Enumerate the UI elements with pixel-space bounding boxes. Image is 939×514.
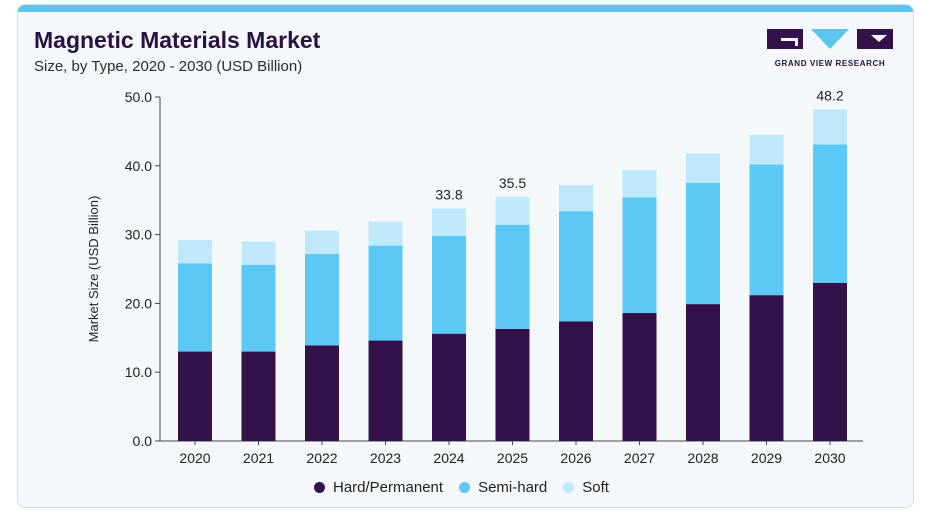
logo-text: GRAND VIEW RESEARCH — [774, 59, 886, 68]
bar-hard-2020 — [178, 351, 212, 441]
bar-hard-2021 — [241, 351, 276, 441]
bar-hard-2028 — [686, 304, 720, 441]
bar-semi-2030 — [813, 144, 847, 283]
legend-item-hard: Hard/Permanent — [314, 479, 443, 496]
x-tick-label: 2026 — [560, 450, 591, 466]
bar-soft-2028 — [686, 153, 720, 183]
total-label-2024: 33.8 — [435, 186, 462, 202]
x-tick-label: 2029 — [751, 450, 782, 466]
x-tick-label: 2025 — [497, 450, 528, 466]
legend-label-hard: Hard/Permanent — [333, 479, 444, 496]
legend-label-semi: Semi-hard — [478, 479, 548, 496]
bar-soft-2025 — [495, 196, 530, 225]
bar-semi-2026 — [559, 211, 593, 322]
legend-swatch-soft — [563, 482, 575, 493]
bar-hard-2027 — [622, 313, 657, 441]
chart-card: Magnetic Materials Market Size, by Type,… — [17, 4, 914, 508]
y-tick-label: 50.0 — [125, 89, 152, 105]
x-tick-label: 2028 — [687, 450, 718, 466]
y-axis-title: Market Size (USD Billion) — [86, 196, 101, 343]
x-tick-label: 2021 — [243, 450, 274, 466]
bar-soft-2026 — [559, 185, 593, 212]
legend: Hard/Permanent Semi-hard Soft — [314, 479, 615, 496]
y-tick-label: 20.0 — [125, 295, 152, 311]
bar-semi-2025 — [495, 224, 530, 329]
x-tick-label: 2023 — [370, 450, 401, 466]
bar-semi-2024 — [432, 235, 466, 334]
y-tick-label: 40.0 — [125, 158, 152, 174]
x-tick-label: 2024 — [433, 450, 464, 466]
legend-label-soft: Soft — [582, 479, 609, 496]
chart-title: Magnetic Materials Market — [34, 27, 321, 53]
bar-soft-2027 — [622, 169, 657, 198]
bar-semi-2029 — [749, 164, 784, 296]
legend-item-semi: Semi-hard — [459, 479, 547, 496]
x-tick-label: 2027 — [624, 450, 655, 466]
accent-bar — [18, 5, 913, 12]
total-label-2030: 48.2 — [816, 87, 843, 103]
total-label-2025: 35.5 — [499, 175, 526, 191]
legend-swatch-hard — [314, 482, 325, 493]
y-tick-label: 10.0 — [125, 364, 152, 380]
bar-hard-2030 — [813, 282, 847, 441]
bar-semi-2022 — [305, 253, 339, 346]
y-tick-label: 0.0 — [133, 433, 153, 449]
x-tick-label: 2030 — [814, 450, 845, 466]
bar-semi-2028 — [686, 183, 720, 305]
bar-soft-2020 — [178, 240, 212, 264]
legend-item-soft: Soft — [563, 479, 609, 496]
stacked-bar-chart: 0.0 10.0 20.0 30.0 40.0 50.0 Market Size (USD … — [86, 87, 863, 466]
bar-hard-2025 — [495, 328, 530, 441]
bar-hard-2029 — [749, 295, 784, 441]
bar-hard-2022 — [305, 345, 339, 441]
bar-hard-2023 — [368, 340, 403, 441]
x-tick-label: 2022 — [306, 450, 337, 466]
bar-soft-2029 — [749, 134, 784, 165]
bar-hard-2024 — [432, 333, 466, 441]
x-tick-label: 2020 — [179, 450, 210, 466]
legend-swatch-semi — [459, 482, 471, 493]
bar-soft-2021 — [241, 241, 276, 265]
bar-semi-2020 — [178, 263, 212, 352]
bar-semi-2023 — [368, 245, 403, 341]
bar-semi-2027 — [622, 197, 657, 314]
y-tick-label: 30.0 — [125, 227, 152, 243]
chart-subtitle: Size, by Type, 2020 - 2030 (USD Billion) — [34, 58, 303, 75]
bar-soft-2024 — [432, 208, 466, 236]
bar-soft-2022 — [305, 230, 339, 254]
grand-view-research-logo — [767, 29, 893, 49]
bar-soft-2023 — [368, 221, 403, 246]
bar-semi-2021 — [241, 264, 276, 352]
bar-soft-2030 — [813, 109, 847, 145]
bar-hard-2026 — [559, 321, 593, 441]
